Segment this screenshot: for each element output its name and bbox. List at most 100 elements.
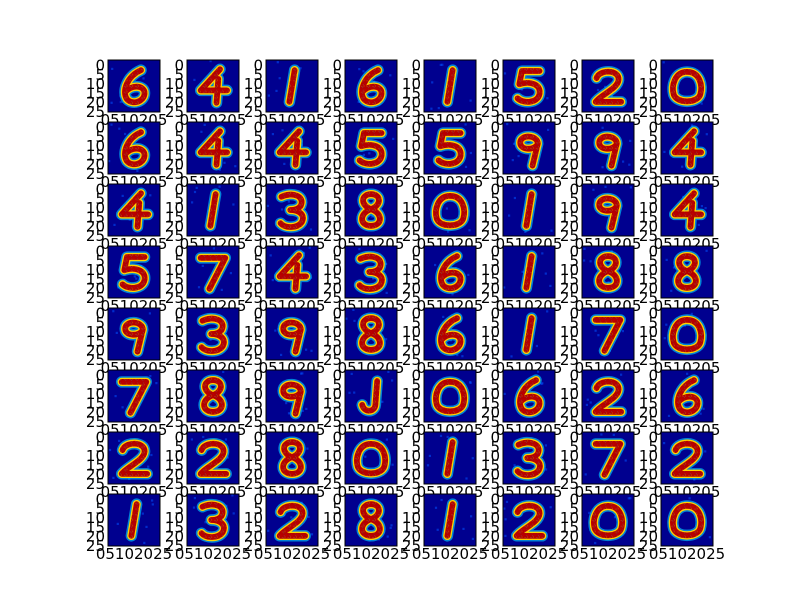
y-tick-label: 5 bbox=[253, 314, 263, 332]
y-tick-label: 10 bbox=[165, 75, 184, 93]
y-tick-label: 15 bbox=[86, 456, 105, 474]
y-tick-label: 10 bbox=[86, 509, 105, 527]
y-tick-label: 20 bbox=[244, 280, 263, 298]
y-tick-label: 15 bbox=[323, 394, 342, 412]
y-tick-label: 15 bbox=[560, 146, 579, 164]
y-tick-label: 0 bbox=[253, 243, 263, 261]
y-tick-label: 20 bbox=[165, 342, 184, 360]
y-tick-label: 10 bbox=[560, 199, 579, 217]
y-tick-label: 20 bbox=[560, 404, 579, 422]
y-tick-label: 20 bbox=[560, 342, 579, 360]
y-tick-label: 10 bbox=[481, 199, 500, 217]
y-tick-label: 15 bbox=[560, 270, 579, 288]
y-tick-label: 5 bbox=[648, 376, 658, 394]
y-tick-label: 20 bbox=[402, 156, 421, 174]
y-tick-label: 15 bbox=[244, 208, 263, 226]
y-tick-label: 20 bbox=[86, 94, 105, 112]
y-tick-label: 0 bbox=[332, 243, 342, 261]
y-tick-label: 25 bbox=[560, 351, 579, 369]
y-tick-label: 25 bbox=[323, 227, 342, 245]
y-tick-label: 5 bbox=[253, 252, 263, 270]
y-tick-label: 20 bbox=[639, 94, 658, 112]
y-tick-label: 0 bbox=[95, 305, 105, 323]
y-tick-label: 10 bbox=[244, 261, 263, 279]
x-tick-label: 05102025 bbox=[570, 545, 646, 563]
image-frame bbox=[660, 369, 714, 423]
y-tick-label: 5 bbox=[332, 500, 342, 518]
y-tick-label: 20 bbox=[560, 218, 579, 236]
y-tick-label: 20 bbox=[323, 466, 342, 484]
y-tick-label: 0 bbox=[648, 243, 658, 261]
y-tick-label: 5 bbox=[253, 190, 263, 208]
y-tick-label: 20 bbox=[86, 466, 105, 484]
y-tick-label: 0 bbox=[174, 243, 184, 261]
y-tick-label: 15 bbox=[639, 456, 658, 474]
y-tick-label: 10 bbox=[481, 447, 500, 465]
y-tick-label: 20 bbox=[244, 466, 263, 484]
x-tick-label: 05102025 bbox=[649, 545, 725, 563]
image-frame bbox=[107, 431, 161, 485]
y-tick-label: 15 bbox=[402, 146, 421, 164]
y-tick-label: 5 bbox=[569, 438, 579, 456]
y-tick-label: 25 bbox=[402, 351, 421, 369]
y-tick-label: 0 bbox=[95, 491, 105, 509]
y-tick-label: 15 bbox=[639, 270, 658, 288]
y-tick-label: 10 bbox=[323, 75, 342, 93]
y-tick-label: 25 bbox=[323, 413, 342, 431]
y-tick-label: 5 bbox=[569, 314, 579, 332]
y-tick-label: 25 bbox=[323, 289, 342, 307]
image-frame bbox=[660, 121, 714, 175]
image-frame bbox=[423, 369, 477, 423]
y-tick-label: 20 bbox=[481, 528, 500, 546]
y-tick-label: 10 bbox=[402, 137, 421, 155]
y-tick-label: 0 bbox=[490, 491, 500, 509]
y-tick-label: 5 bbox=[490, 128, 500, 146]
y-tick-label: 0 bbox=[490, 181, 500, 199]
y-tick-label: 25 bbox=[323, 103, 342, 121]
y-tick-label: 20 bbox=[323, 94, 342, 112]
y-tick-label: 20 bbox=[481, 342, 500, 360]
image-frame bbox=[423, 121, 477, 175]
y-tick-label: 5 bbox=[174, 252, 184, 270]
y-tick-label: 5 bbox=[174, 376, 184, 394]
y-tick-label: 25 bbox=[639, 537, 658, 555]
y-tick-label: 5 bbox=[490, 376, 500, 394]
y-tick-label: 25 bbox=[402, 289, 421, 307]
y-tick-label: 25 bbox=[560, 103, 579, 121]
y-tick-label: 20 bbox=[323, 156, 342, 174]
image-frame bbox=[186, 59, 240, 113]
y-tick-label: 20 bbox=[639, 404, 658, 422]
image-frame bbox=[423, 245, 477, 299]
y-tick-label: 0 bbox=[569, 429, 579, 447]
image-frame bbox=[660, 59, 714, 113]
y-tick-label: 5 bbox=[411, 438, 421, 456]
y-tick-label: 5 bbox=[490, 66, 500, 84]
y-tick-label: 5 bbox=[253, 128, 263, 146]
y-tick-label: 5 bbox=[490, 252, 500, 270]
image-frame bbox=[265, 431, 319, 485]
y-tick-label: 25 bbox=[323, 351, 342, 369]
y-tick-label: 10 bbox=[165, 447, 184, 465]
image-frame bbox=[265, 493, 319, 547]
y-tick-label: 0 bbox=[174, 57, 184, 75]
image-frame bbox=[423, 431, 477, 485]
image-frame bbox=[502, 183, 556, 237]
y-tick-label: 5 bbox=[569, 66, 579, 84]
image-frame bbox=[265, 121, 319, 175]
y-tick-label: 25 bbox=[244, 165, 263, 183]
y-tick-label: 25 bbox=[244, 289, 263, 307]
y-tick-label: 5 bbox=[332, 376, 342, 394]
y-tick-label: 25 bbox=[402, 475, 421, 493]
image-frame bbox=[423, 59, 477, 113]
y-tick-label: 0 bbox=[569, 181, 579, 199]
image-frame bbox=[186, 493, 240, 547]
y-tick-label: 25 bbox=[165, 289, 184, 307]
y-tick-label: 25 bbox=[165, 537, 184, 555]
y-tick-label: 10 bbox=[165, 385, 184, 403]
